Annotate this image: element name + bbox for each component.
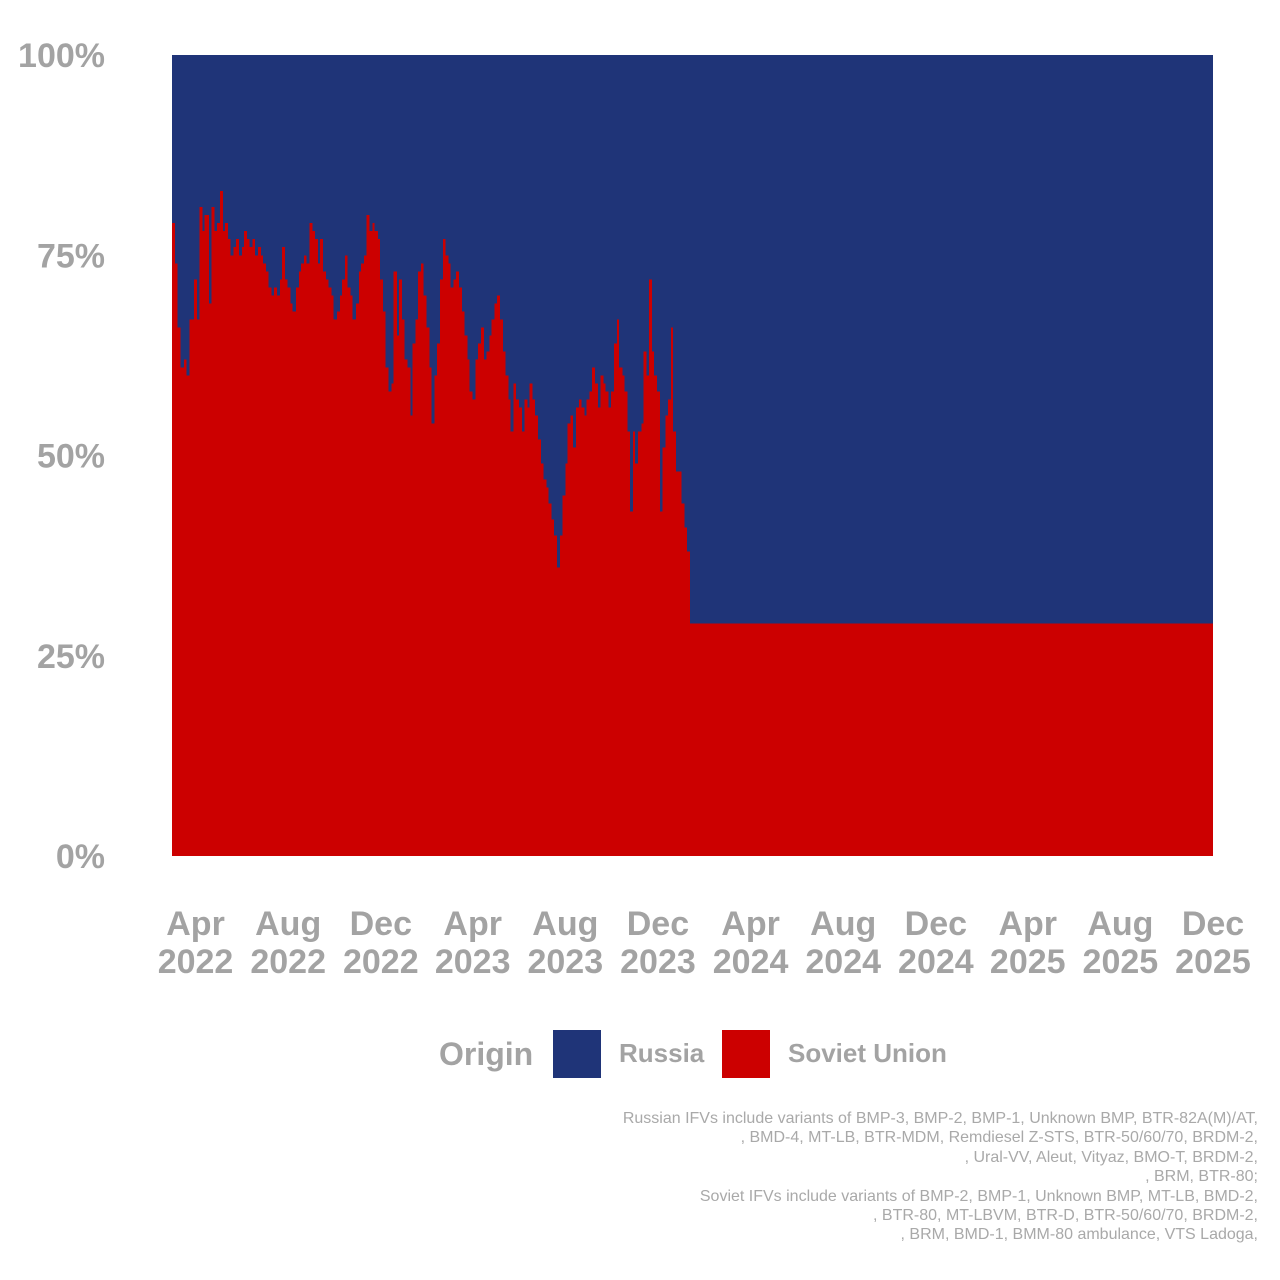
legend-label-soviet-union: Soviet Union (788, 1038, 947, 1068)
y-tick-label: 0% (56, 838, 105, 876)
x-tick-label: Dec 2024 (898, 905, 974, 981)
y-axis: 0% 25% 50% 75% 100% (18, 37, 105, 876)
caption-line: , BRM, BTR-80; (1145, 1168, 1258, 1186)
x-tick-label: Aug 2022 (250, 905, 326, 981)
series-area-soviet-union (172, 191, 1213, 857)
x-tick-label: Dec 2022 (343, 905, 419, 981)
caption-line: , Ural-VV, Aleut, Vityaz, BMO-T, BRDM-2, (964, 1148, 1258, 1166)
x-tick-label: Aug 2024 (805, 905, 881, 981)
caption-line: , BMD-4, MT-LB, BTR-MDM, Remdiesel Z-STS… (740, 1129, 1258, 1147)
legend: Origin Russia Soviet Union (0, 1028, 1280, 1084)
caption-line: , BRM, BMD-1, BMM-80 ambulance, VTS Lado… (900, 1226, 1258, 1244)
legend-label-russia: Russia (619, 1038, 705, 1068)
x-tick-label: Dec 2025 (1175, 905, 1251, 981)
y-tick-label: 75% (37, 237, 105, 275)
caption-line: , BTR-80, MT-LBVM, BTR-D, BTR-50/60/70, … (873, 1207, 1258, 1225)
x-tick-label: Apr 2024 (713, 905, 789, 981)
x-tick-label: Apr 2022 (158, 905, 234, 981)
y-tick-label: 100% (18, 37, 105, 75)
x-tick-label: Aug 2023 (527, 905, 603, 981)
caption-line: Russian IFVs include variants of BMP-3, … (622, 1110, 1258, 1127)
x-tick-label: Dec 2023 (620, 905, 696, 981)
caption: Russian IFVs include variants of BMP-3, … (498, 1109, 1258, 1245)
legend-swatch-russia (553, 1030, 601, 1078)
plot-area (172, 55, 1213, 857)
y-tick-label: 50% (37, 438, 105, 476)
x-tick-label: Aug 2025 (1083, 905, 1159, 981)
legend-swatch-soviet-union (722, 1030, 770, 1078)
x-tick-label: Apr 2023 (435, 905, 511, 981)
caption-line: Soviet IFVs include variants of BMP-2, B… (699, 1187, 1258, 1205)
legend-title: Origin (439, 1036, 534, 1072)
x-tick-label: Apr 2025 (990, 905, 1066, 981)
y-tick-label: 25% (37, 638, 105, 676)
